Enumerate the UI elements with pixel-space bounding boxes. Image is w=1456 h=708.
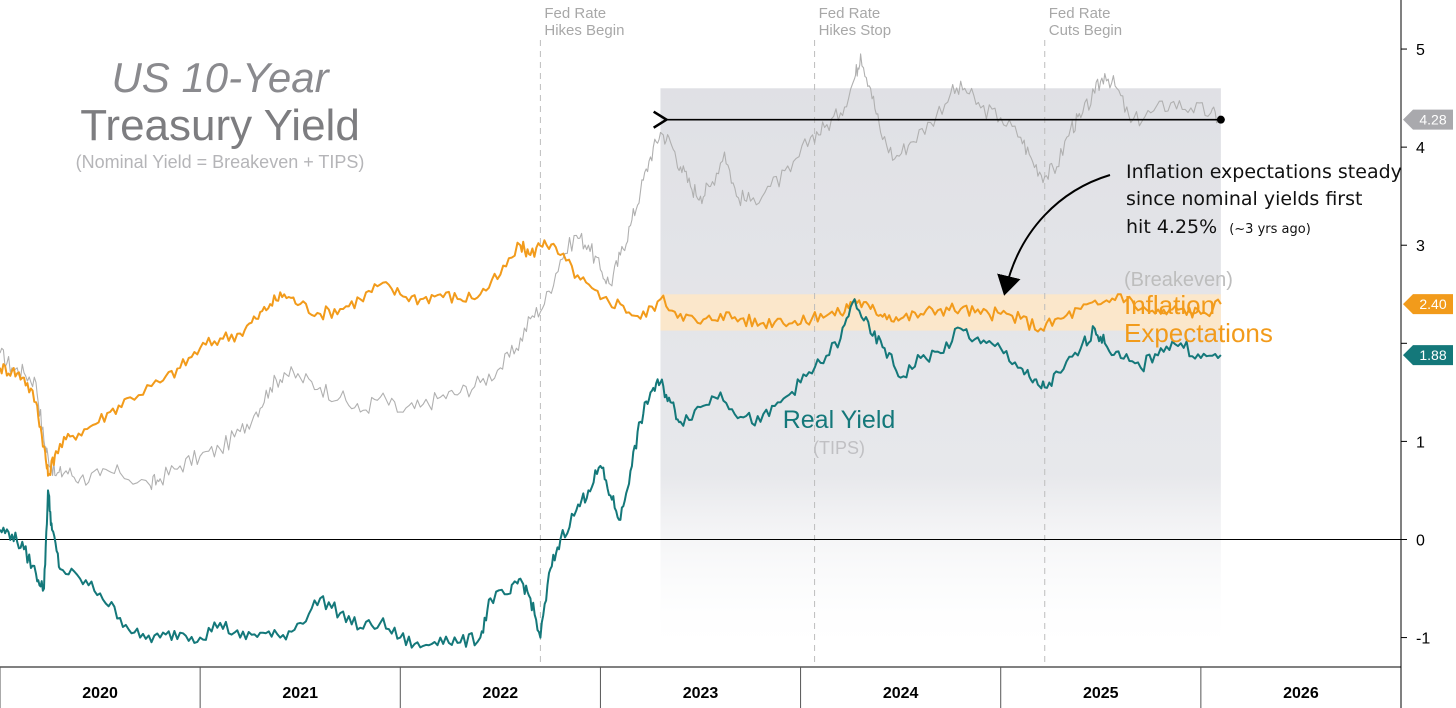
x-tick-label: 2025: [1083, 685, 1119, 702]
end-value-tag: [1403, 345, 1453, 366]
annotation-line2: since nominal yields first: [1126, 188, 1362, 210]
end-value-label: 4.28: [1403, 109, 1453, 130]
y-tick-label: 3: [1416, 238, 1425, 255]
chart-title-line2: Treasury Yield: [80, 101, 360, 150]
annotation-line1: Inflation expectations steady: [1126, 161, 1402, 183]
x-tick-label: 2026: [1283, 685, 1319, 702]
x-tick-label: 2020: [82, 685, 118, 702]
inflation-label-line2: Expectations: [1124, 318, 1273, 348]
end-value-text: 1.88: [1419, 347, 1446, 363]
event-label: Fed Rate: [1049, 5, 1111, 22]
end-value-label: 1.88: [1403, 345, 1453, 366]
y-tick-label: -1: [1416, 631, 1430, 648]
real-yield-label: Real Yield: [783, 406, 896, 434]
series-line: [0, 53, 1222, 491]
annotation-line3-main: hit 4.25%: [1126, 216, 1217, 238]
y-tick-label: 0: [1416, 532, 1425, 549]
chart-title: US 10-Year: [111, 54, 330, 101]
reference-dot: [1216, 115, 1225, 124]
x-tick-label: 2022: [483, 685, 519, 702]
x-tick-label: 2021: [282, 685, 318, 702]
breakeven-band: [660, 294, 1221, 331]
event-label: Cuts Begin: [1049, 22, 1122, 39]
event-label: Fed Rate: [544, 5, 606, 22]
inflation-label-line1: Inflation: [1124, 290, 1215, 320]
y-tick-label: 4: [1416, 140, 1425, 157]
x-tick-label: 2023: [683, 685, 719, 702]
y-tick-label: 5: [1416, 42, 1425, 59]
end-value-text: 2.40: [1419, 296, 1446, 312]
real-yield-sublabel: (TIPS): [813, 438, 865, 458]
annotation-arrow: [997, 174, 1111, 296]
breakeven-prelabel: (Breakeven): [1124, 269, 1233, 291]
event-label: Fed Rate: [819, 5, 881, 22]
event-label: Hikes Stop: [819, 22, 892, 39]
end-value-label: 2.40: [1403, 294, 1453, 315]
y-tick-label: 1: [1416, 434, 1425, 451]
end-value-text: 4.28: [1419, 112, 1446, 128]
chart-subtitle: (Nominal Yield = Breakeven + TIPS): [76, 152, 365, 172]
annotation-line3-small: (~3 yrs ago): [1229, 222, 1311, 237]
annotation-line3: hit 4.25% (~3 yrs ago): [1126, 216, 1311, 238]
series-line: [0, 239, 1222, 477]
event-label: Hikes Begin: [544, 22, 624, 39]
x-tick-label: 2024: [883, 685, 919, 702]
end-value-tag: [1403, 109, 1453, 130]
series-line: [0, 298, 1222, 649]
shaded-period: [660, 88, 1221, 658]
end-value-tag: [1403, 294, 1453, 315]
